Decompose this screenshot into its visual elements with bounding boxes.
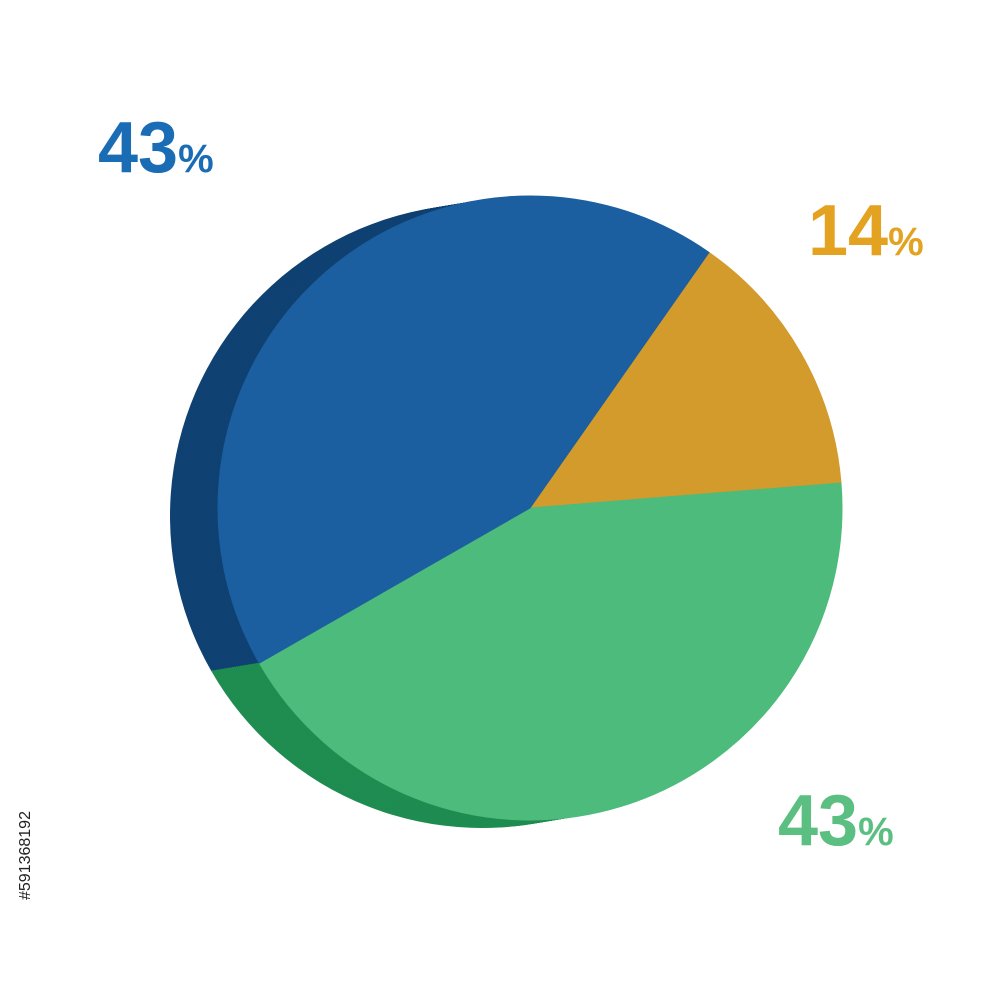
stock-id: #591368192 — [17, 811, 34, 900]
labels: 14% 43% 43% — [98, 108, 924, 861]
value-label: 43% — [98, 108, 214, 188]
slice — [258, 482, 843, 821]
slice — [217, 195, 710, 664]
pie — [170, 195, 843, 828]
value-label: 14% — [808, 191, 924, 271]
slice — [528, 251, 842, 509]
value-label: 43% — [778, 781, 894, 861]
